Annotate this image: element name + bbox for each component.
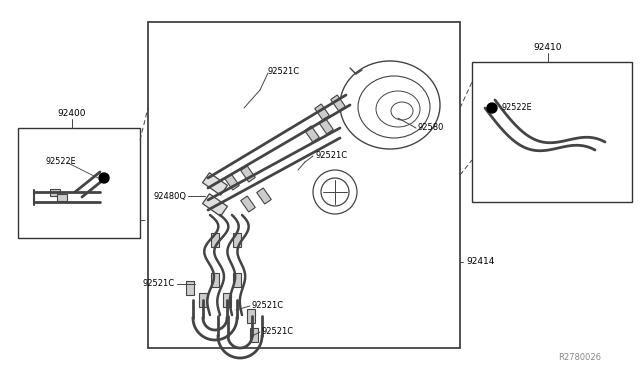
Polygon shape — [233, 233, 241, 247]
Bar — [472, 62, 632, 202]
Polygon shape — [319, 118, 333, 134]
Polygon shape — [233, 273, 241, 287]
Polygon shape — [257, 188, 271, 204]
Polygon shape — [186, 281, 194, 295]
Polygon shape — [305, 126, 319, 142]
Circle shape — [99, 173, 109, 183]
Polygon shape — [50, 189, 60, 196]
Text: 92521C: 92521C — [143, 279, 175, 289]
Text: 92521C: 92521C — [262, 327, 294, 337]
Polygon shape — [202, 194, 227, 216]
Polygon shape — [250, 328, 258, 342]
Polygon shape — [223, 293, 231, 307]
Polygon shape — [241, 166, 255, 182]
Polygon shape — [247, 309, 255, 323]
Text: 92414: 92414 — [466, 257, 494, 266]
Text: 92522E: 92522E — [45, 157, 76, 167]
Text: 92522E: 92522E — [502, 103, 532, 112]
Polygon shape — [211, 233, 219, 247]
Polygon shape — [241, 196, 255, 212]
Text: 92400: 92400 — [58, 109, 86, 118]
Polygon shape — [315, 104, 330, 120]
Bar — [18, 128, 140, 238]
Bar — [148, 22, 460, 348]
Text: 92410: 92410 — [534, 43, 563, 52]
Polygon shape — [225, 174, 239, 190]
Polygon shape — [331, 95, 346, 111]
Text: 92521C: 92521C — [315, 151, 347, 160]
Text: 92580: 92580 — [418, 124, 444, 132]
Polygon shape — [57, 193, 67, 201]
Polygon shape — [211, 273, 219, 287]
Text: 92480Q: 92480Q — [153, 192, 186, 201]
Text: 92521C: 92521C — [252, 301, 284, 310]
Text: 92521C: 92521C — [268, 67, 300, 77]
Polygon shape — [199, 293, 207, 307]
Text: R2780026: R2780026 — [559, 353, 602, 362]
Circle shape — [487, 103, 497, 113]
Polygon shape — [202, 173, 227, 195]
